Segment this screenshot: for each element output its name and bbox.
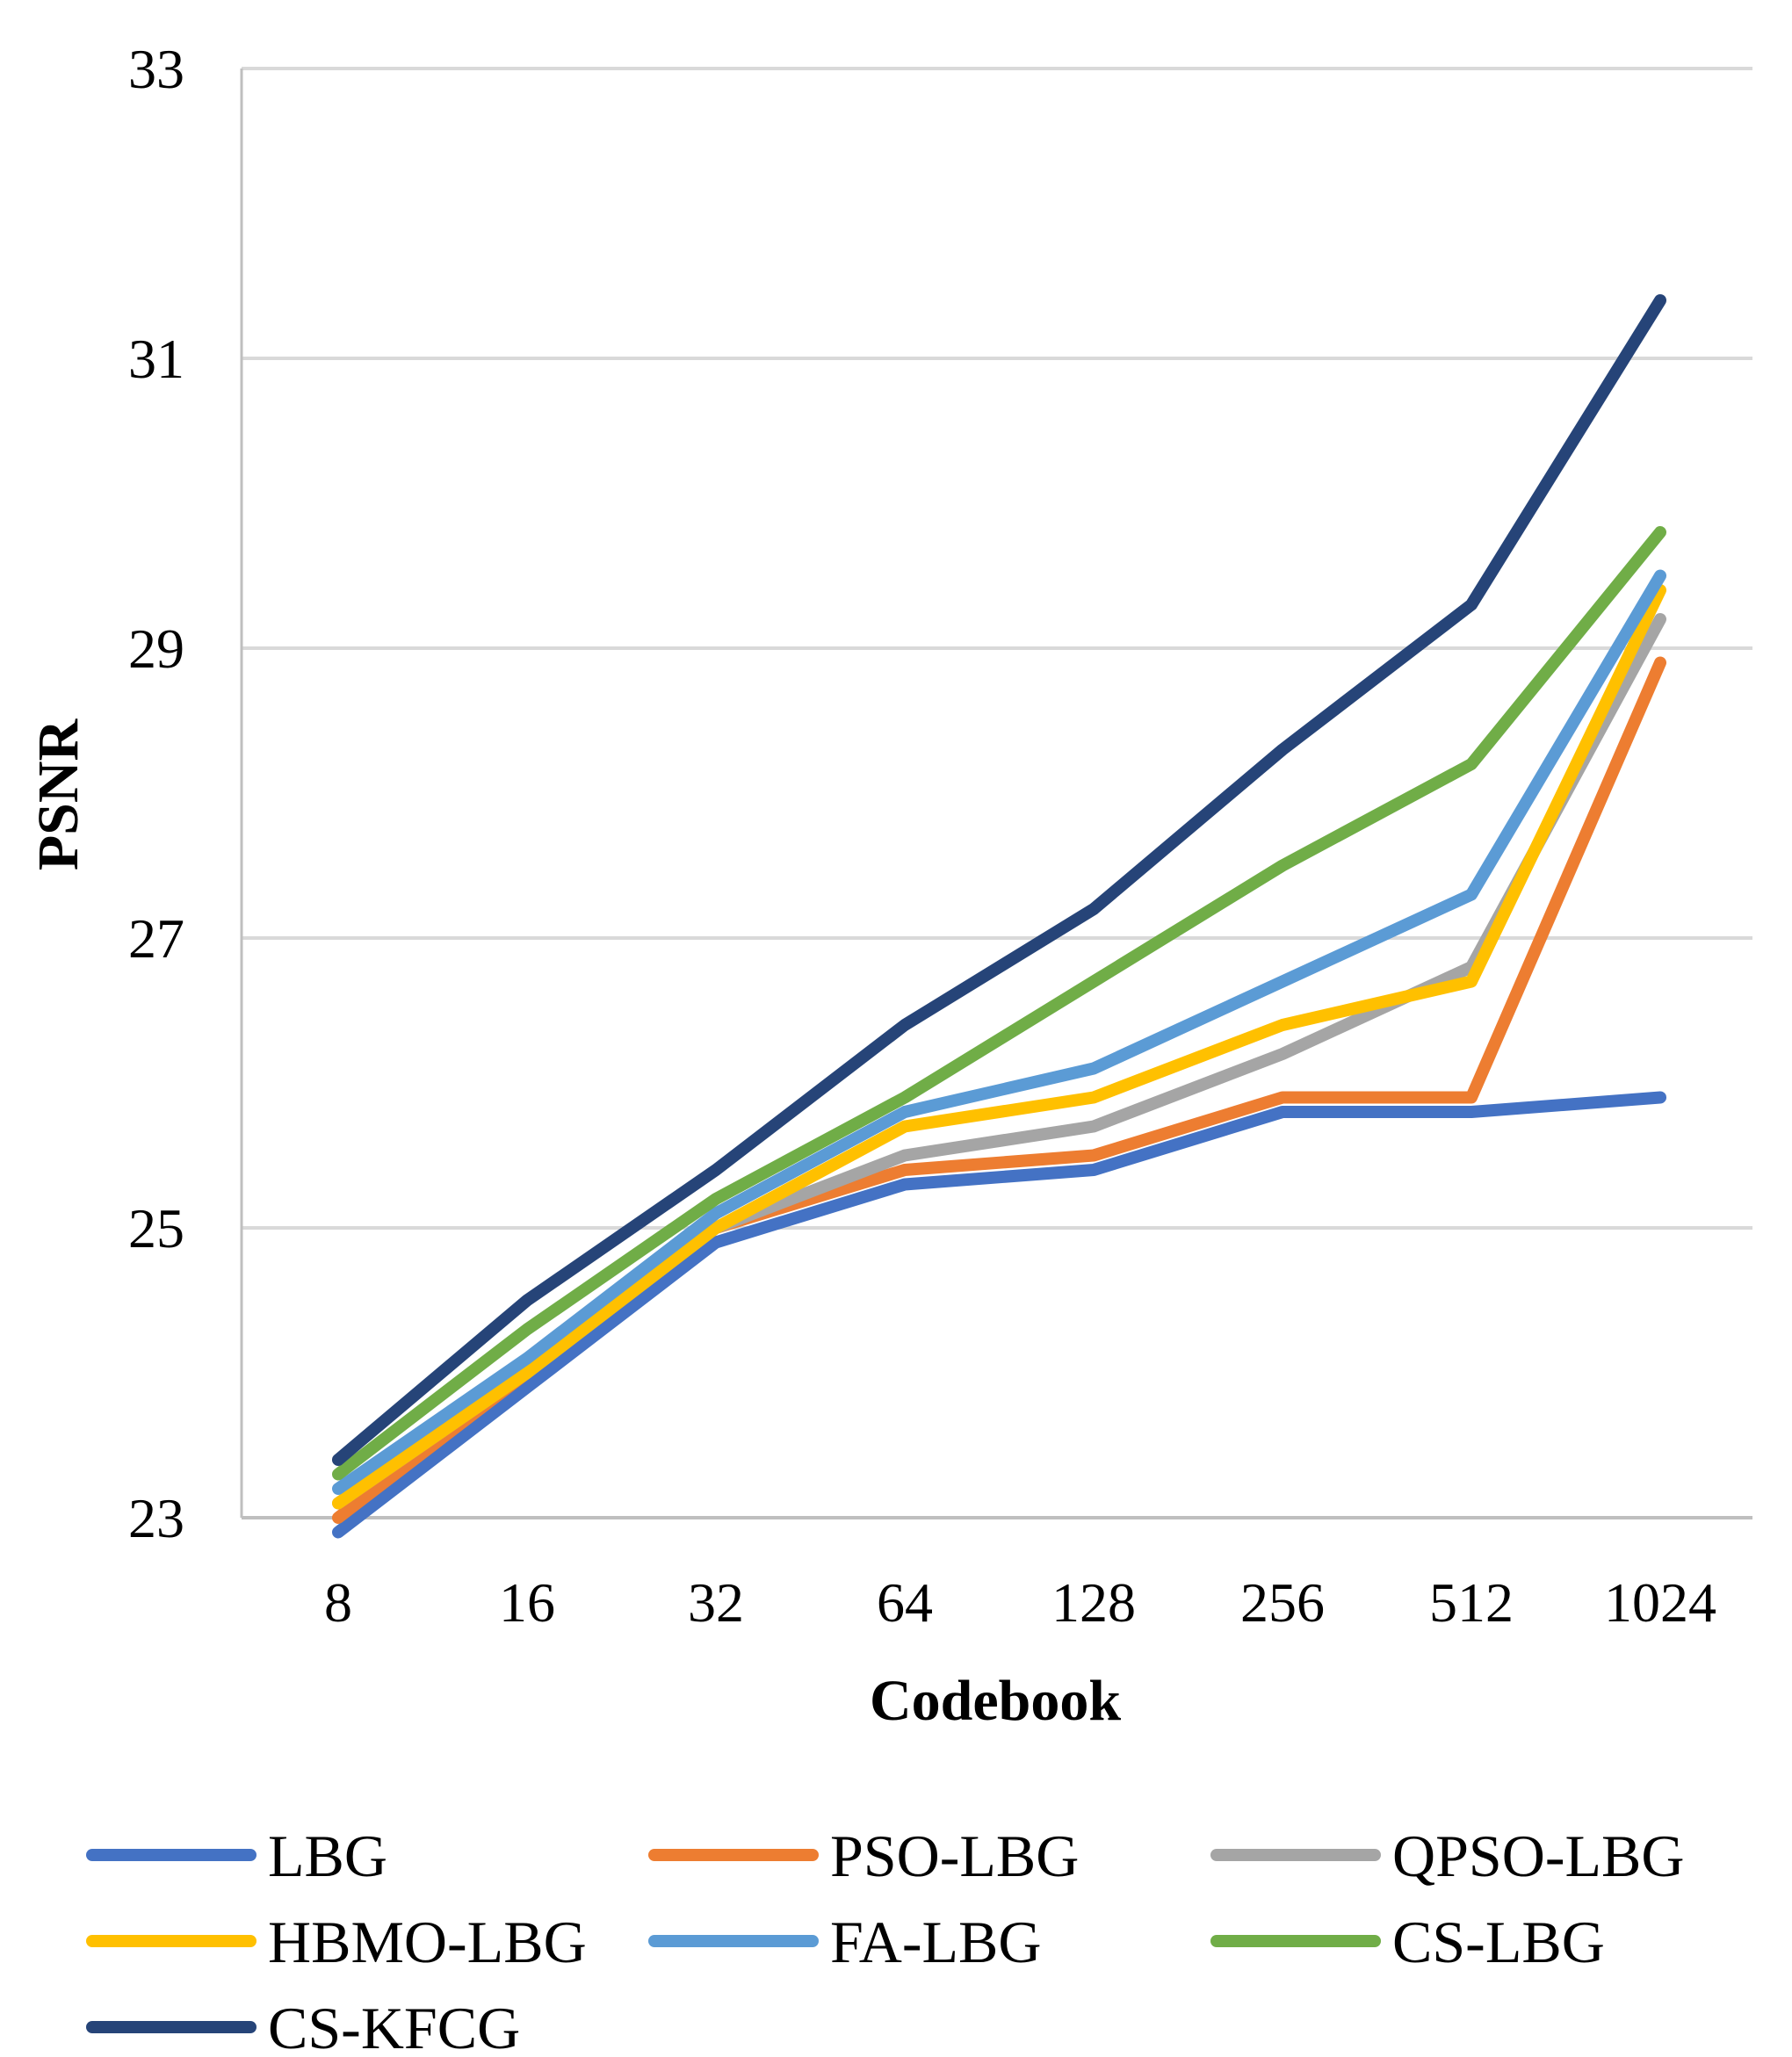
x-tick-label-512: 512: [1429, 1571, 1514, 1634]
series-line-fa-lbg: [332, 569, 1666, 1495]
x-tick-label-16: 16: [499, 1571, 555, 1634]
legend-item-cs-kfcg: CS-KFCG: [86, 1995, 520, 2057]
y-axis-tick-labels: 23 25 27 29 31 33: [128, 38, 184, 1549]
x-tick-label-1024: 1024: [1604, 1571, 1716, 1634]
y-tick-label-25: 25: [128, 1197, 184, 1259]
legend-item-qpso-lbg: QPSO-LBG: [1210, 1822, 1685, 1889]
y-tick-label-33: 33: [128, 38, 184, 100]
y-tick-label-29: 29: [128, 617, 184, 680]
legend-item-cs-lbg: CS-LBG: [1210, 1909, 1605, 1975]
x-tick-label-32: 32: [688, 1571, 744, 1634]
legend-item-pso-lbg: PSO-LBG: [648, 1822, 1079, 1889]
x-tick-label-128: 128: [1051, 1571, 1136, 1634]
y-tick-label-31: 31: [128, 328, 184, 390]
legend-label-cs-lbg: CS-LBG: [1392, 1909, 1605, 1975]
x-tick-label-256: 256: [1240, 1571, 1325, 1634]
legend-item-lbg: LBG: [86, 1822, 387, 1889]
legend-label-hbmo-lbg: HBMO-LBG: [268, 1909, 587, 1975]
legend-label-fa-lbg: FA-LBG: [830, 1909, 1042, 1975]
series-line-cs-lbg: [332, 526, 1666, 1481]
y-tick-label-27: 27: [128, 907, 184, 970]
legend-label-pso-lbg: PSO-LBG: [830, 1822, 1079, 1889]
y-axis-title: PSNR: [26, 718, 90, 870]
x-tick-label-64: 64: [877, 1571, 933, 1634]
series-line-cs-kfcg: [332, 294, 1666, 1466]
gridlines: [242, 67, 1752, 1230]
legend-label-qpso-lbg: QPSO-LBG: [1392, 1822, 1685, 1889]
y-tick-label-23: 23: [128, 1487, 184, 1549]
x-axis-tick-labels: 8 16 32 64 128 256 512 1024: [324, 1571, 1716, 1634]
x-axis-title: Codebook: [870, 1669, 1121, 1733]
legend: LBG PSO-LBG QPSO-LBG HBMO-LBG FA-LBG CS-LBG CS…: [86, 1822, 1685, 2057]
legend-item-fa-lbg: FA-LBG: [648, 1909, 1042, 1975]
series-line-hbmo-lbg: [332, 584, 1666, 1510]
series-line-lbg: [332, 1091, 1666, 1539]
series-lines: [332, 294, 1666, 1539]
x-tick-label-8: 8: [324, 1571, 352, 1634]
legend-item-hbmo-lbg: HBMO-LBG: [86, 1909, 587, 1975]
legend-label-lbg: LBG: [268, 1822, 387, 1889]
axes: [240, 69, 1752, 1519]
legend-label-cs-kfcg: CS-KFCG: [268, 1995, 520, 2057]
